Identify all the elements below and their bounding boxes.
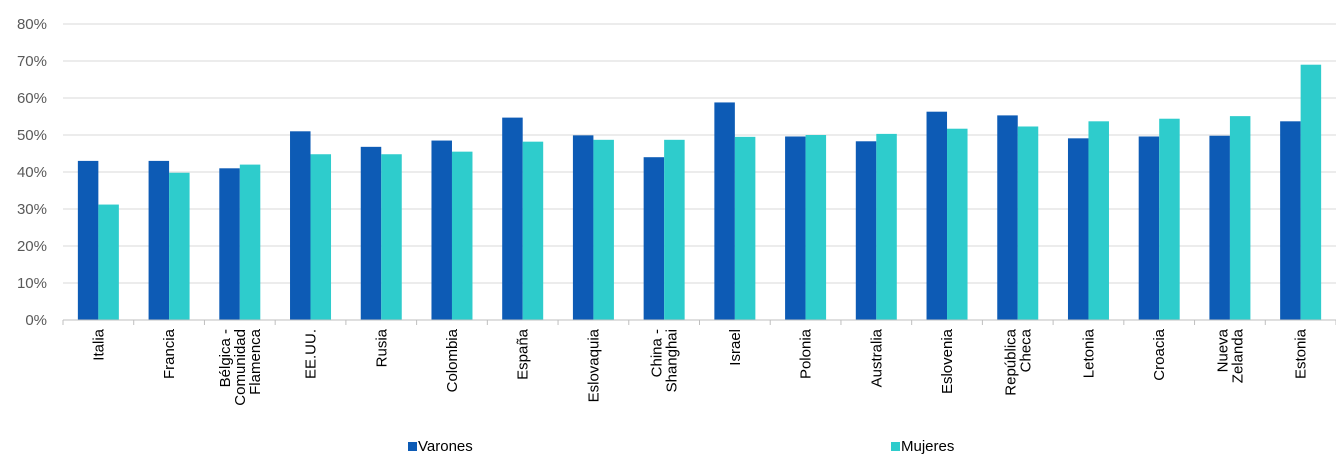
x-tick-label-line: Letonia — [1080, 328, 1097, 378]
x-tick-label: Eslovenia — [939, 328, 956, 394]
bar-varones — [1209, 135, 1230, 320]
bar-mujeres — [1017, 126, 1039, 321]
legend: Varones Mujeres — [408, 438, 954, 455]
x-tick-label: Estonia — [1293, 328, 1310, 379]
x-tick-label-line: Colombia — [444, 328, 461, 392]
bar-mujeres — [876, 133, 897, 320]
x-tick-label-line: Nueva — [1214, 328, 1231, 372]
bar-varones — [997, 115, 1018, 320]
bar-mujeres — [664, 139, 685, 320]
x-tick-label-line: Shanghai — [664, 329, 681, 392]
y-axis: 0% 10% 20% 30% 40% 50% 60% 70% 80% — [17, 16, 47, 329]
legend-label-mujeres: Mujeres — [901, 438, 954, 455]
y-tick-label: 50% — [17, 127, 47, 144]
x-tick-label-line: Comunidad — [232, 329, 249, 406]
bar-mujeres — [169, 172, 190, 320]
y-tick-label: 0% — [25, 312, 47, 329]
x-tick-label-line: Eslovenia — [939, 328, 956, 394]
x-tick-label-line: Italia — [90, 328, 107, 360]
x-tick-label-line: Zelanda — [1229, 328, 1246, 383]
x-tick-label: Polonia — [798, 328, 815, 379]
x-tick-label-line: Estonia — [1293, 328, 1310, 379]
bar-mujeres — [98, 204, 119, 320]
x-tick-label: EE.UU. — [303, 329, 320, 379]
x-tick-label-line: Australia — [868, 328, 885, 387]
x-tick-label-line: Israel — [727, 329, 744, 366]
bar-mujeres — [1300, 64, 1322, 320]
x-tick-label: Italia — [90, 328, 107, 360]
x-tick-label: Letonia — [1080, 328, 1097, 378]
legend-swatch-varones — [408, 442, 417, 451]
x-tick-label-line: Bélgica - — [217, 329, 234, 387]
x-tick-label: Colombia — [444, 328, 461, 392]
bar-mujeres — [239, 164, 261, 320]
bar-mujeres — [1229, 116, 1251, 320]
x-tick-label: España — [515, 328, 532, 380]
x-tick-label: Australia — [868, 328, 885, 387]
x-tick-label-line: España — [515, 328, 532, 380]
y-tick-label: 60% — [17, 90, 47, 107]
bar-mujeres — [1088, 121, 1109, 320]
bar-varones — [77, 160, 99, 320]
y-tick-label: 80% — [17, 16, 47, 33]
x-tick-label-line: Francia — [161, 328, 178, 379]
y-tick-label: 20% — [17, 238, 47, 255]
bar-varones — [360, 146, 382, 320]
x-tick-label-line: China - — [649, 329, 666, 377]
bar-varones — [148, 160, 170, 320]
bar-mujeres — [1159, 118, 1180, 320]
x-tick-label: Francia — [161, 328, 178, 379]
x-tick-label: Rusia — [373, 328, 390, 367]
bar-varones — [572, 135, 594, 320]
x-tick-label: China -Shanghai — [649, 329, 681, 392]
y-tick-label: 30% — [17, 201, 47, 218]
bar-varones — [431, 140, 452, 320]
y-tick-label: 10% — [17, 275, 47, 292]
bar-varones — [643, 157, 665, 320]
bar-varones — [1067, 138, 1089, 320]
bar-varones — [1280, 121, 1301, 320]
bar-varones — [926, 111, 948, 320]
x-tick-label-line: EE.UU. — [303, 329, 320, 379]
y-tick-label: 70% — [17, 53, 47, 70]
bar-varones — [290, 131, 311, 320]
x-tick-label: Israel — [727, 329, 744, 366]
x-tick-label-line: Flamenca — [247, 328, 264, 395]
bar-mujeres — [805, 135, 827, 320]
bar-varones — [855, 141, 877, 320]
bar-mujeres — [593, 139, 614, 320]
x-tick-label: Croacia — [1151, 328, 1168, 380]
bar-varones — [219, 168, 240, 320]
x-tick-label-line: Polonia — [798, 328, 815, 379]
legend-label-varones: Varones — [418, 438, 473, 455]
x-tick-label-line: Rusia — [373, 328, 390, 367]
bar-varones — [502, 117, 523, 320]
bar-mujeres — [947, 128, 968, 320]
x-tick-label-line: Eslovaquia — [585, 328, 602, 402]
bar-varones — [785, 136, 806, 320]
x-tick-label-line: Checa — [1017, 328, 1034, 372]
bars — [77, 64, 1322, 321]
x-tick-label: Eslovaquia — [585, 328, 602, 402]
gridlines — [63, 23, 1336, 284]
bar-mujeres — [734, 136, 756, 320]
bar-mujeres — [522, 141, 544, 320]
x-tick-label-line: República — [1002, 328, 1019, 395]
x-tick-label-line: Croacia — [1151, 328, 1168, 380]
y-tick-label: 40% — [17, 164, 47, 181]
bar-mujeres — [381, 154, 402, 320]
legend-swatch-mujeres — [891, 442, 900, 451]
bar-mujeres — [310, 154, 332, 320]
x-axis-ticks — [62, 320, 1336, 325]
bar-varones — [1138, 136, 1160, 320]
bar-varones — [714, 102, 735, 320]
bar-mujeres — [451, 151, 473, 320]
